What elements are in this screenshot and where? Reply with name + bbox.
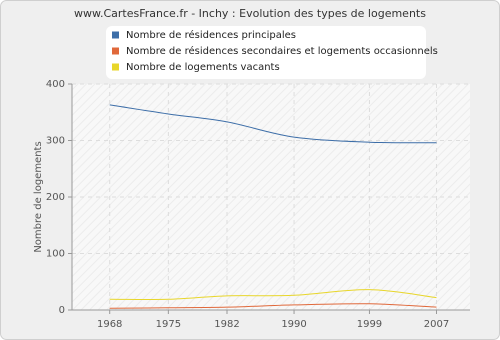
y-tick-label: 200 bbox=[46, 192, 65, 203]
legend-swatch bbox=[112, 47, 119, 55]
x-tick-label: 1990 bbox=[281, 319, 306, 330]
legend-label: Nombre de logements vacants bbox=[126, 62, 280, 73]
legend-box bbox=[106, 26, 426, 79]
x-tick-label: 1968 bbox=[97, 319, 122, 330]
y-tick-label: 100 bbox=[46, 249, 65, 260]
legend-swatch bbox=[112, 31, 119, 39]
legend-label: Nombre de résidences principales bbox=[126, 29, 296, 41]
x-tick-label: 1999 bbox=[357, 319, 382, 330]
series-line bbox=[109, 104, 437, 144]
legend-label: Nombre de résidences secondaires et loge… bbox=[126, 45, 438, 57]
x-tick-label: 1982 bbox=[214, 319, 239, 330]
chart-title: www.CartesFrance.fr - Inchy : Evolution … bbox=[74, 7, 426, 20]
y-tick-label: 0 bbox=[59, 305, 65, 316]
legend-swatch bbox=[112, 63, 119, 71]
y-tick-label: 300 bbox=[46, 136, 65, 147]
series-line bbox=[109, 303, 437, 309]
x-tick-label: 2007 bbox=[424, 319, 449, 330]
y-axis-label: Nombre de logements bbox=[33, 141, 44, 252]
y-tick-label: 400 bbox=[46, 79, 65, 90]
x-tick-label: 1975 bbox=[156, 319, 181, 330]
series-line bbox=[109, 289, 437, 301]
